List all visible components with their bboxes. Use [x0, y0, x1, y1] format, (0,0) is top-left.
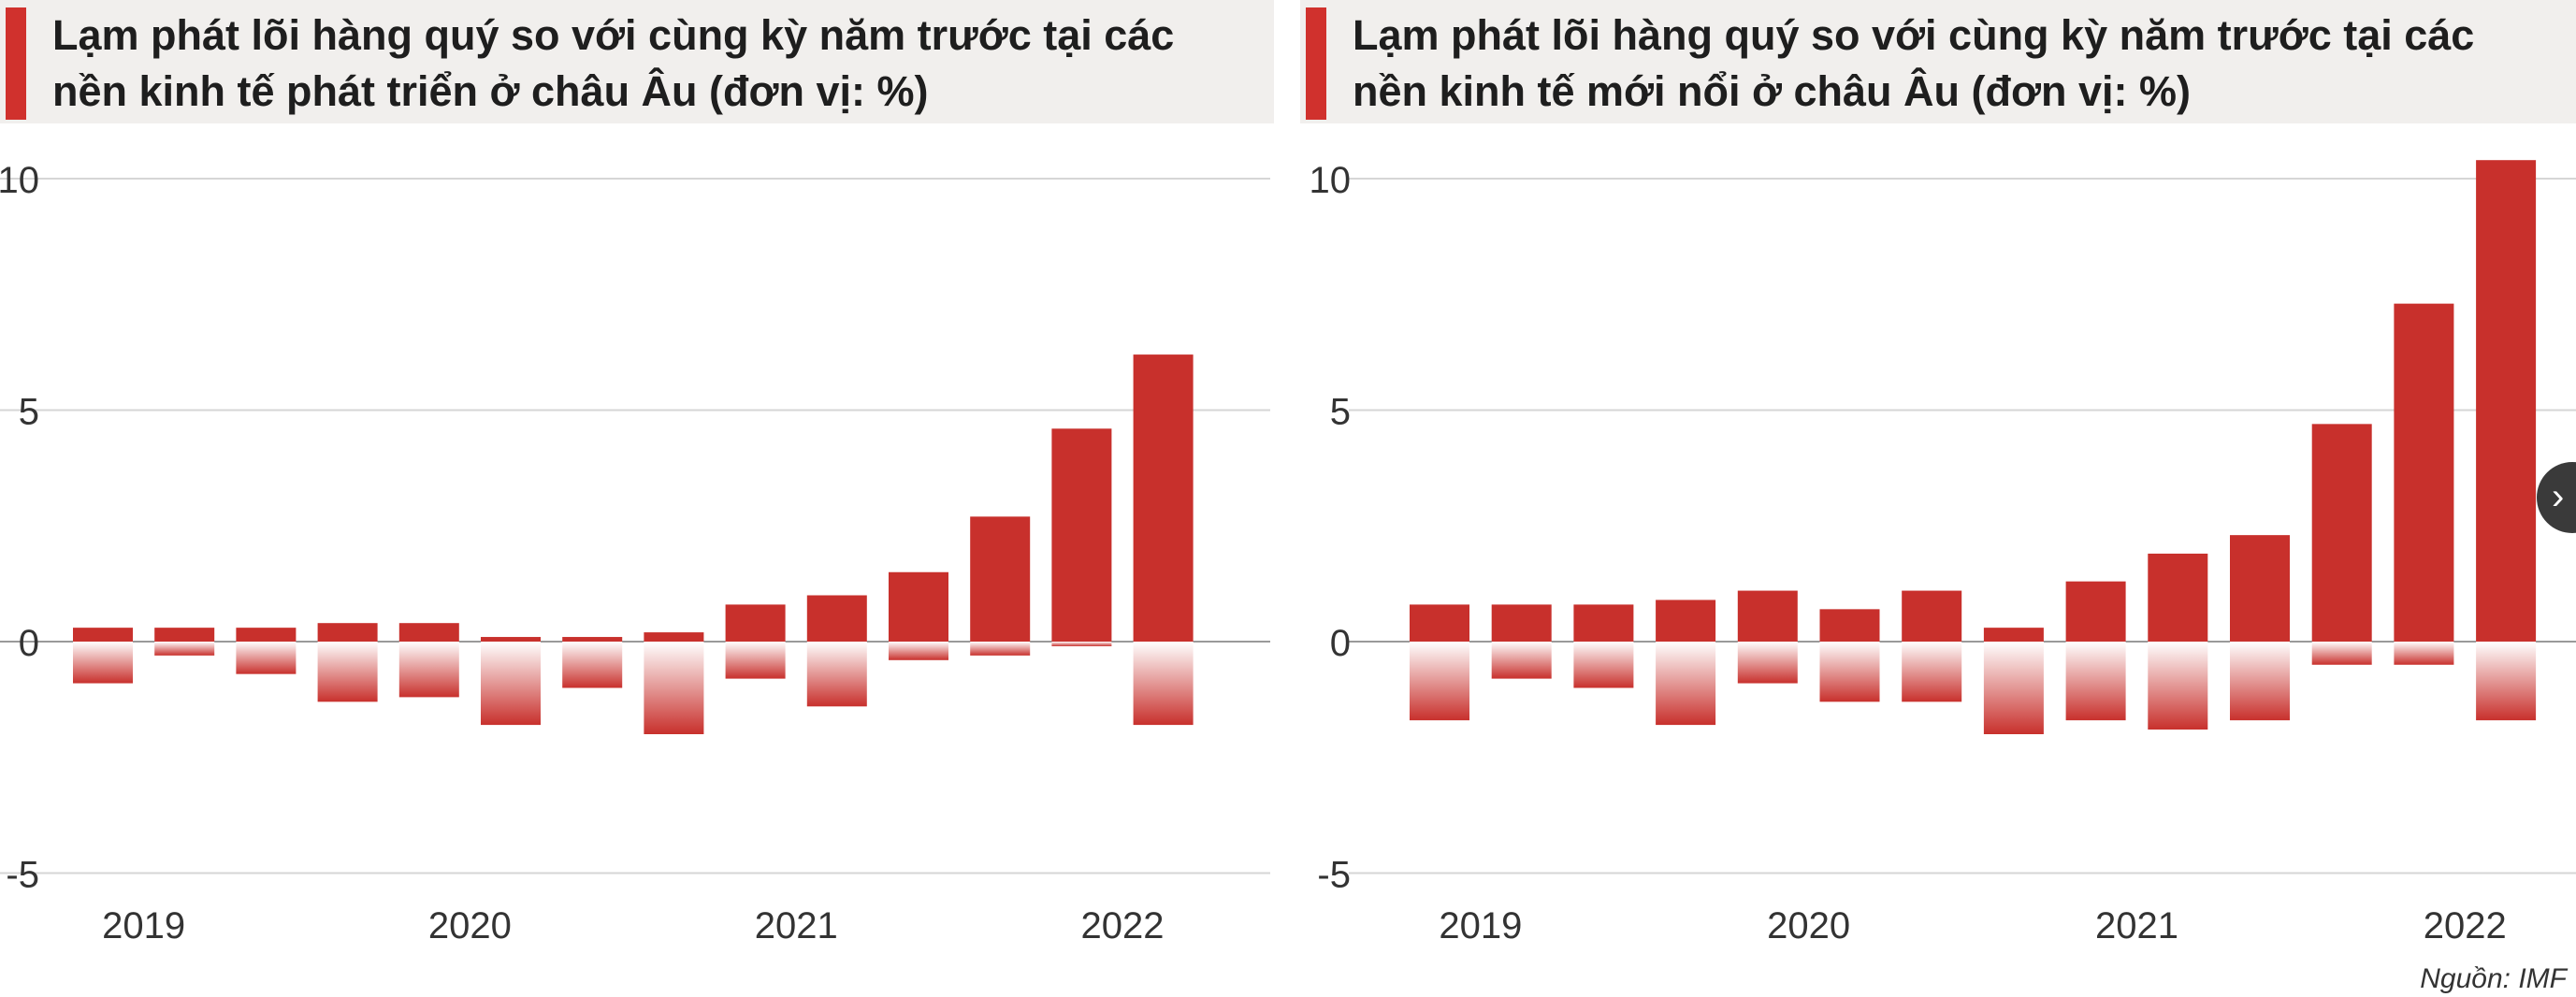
bar-negative — [644, 642, 704, 734]
bar-positive — [2311, 424, 2372, 642]
bar-negative — [317, 642, 378, 702]
chart-panel-developed: Lạm phát lõi hàng quý so với cùng kỳ năm… — [0, 0, 1281, 997]
bar-negative — [725, 642, 786, 679]
x-tick-label: 2021 — [2095, 905, 2178, 946]
bar-positive — [1133, 354, 1194, 642]
chart-panel-emerging: Lạm phát lõi hàng quý so với cùng kỳ năm… — [1300, 0, 2576, 997]
bar-negative — [2394, 642, 2454, 665]
x-tick-label: 2022 — [2424, 905, 2507, 946]
bar-chart-developed: -5 0 5 10 2019 2020 2021 2022 — [0, 160, 1270, 946]
bar-positive — [154, 628, 215, 642]
bar-negative — [1133, 642, 1194, 726]
chevron-right-icon: › — [2552, 476, 2565, 517]
bar-negative — [2476, 642, 2537, 721]
bar-positive — [317, 623, 378, 642]
bar-negative — [1656, 642, 1716, 726]
x-tick-label: 2022 — [1081, 905, 1165, 946]
bar-positive — [644, 632, 704, 642]
y-tick-label: 5 — [1330, 392, 1351, 433]
bar-negative — [398, 642, 459, 698]
bar-negative — [481, 642, 541, 726]
y-tick-label: -5 — [6, 855, 39, 896]
bar-negative — [1410, 642, 1469, 721]
bar-negative — [1491, 642, 1552, 679]
bar-positive — [1983, 628, 2044, 642]
bar-negative — [2311, 642, 2372, 665]
bar-negative — [2148, 642, 2208, 730]
x-tick-label: 2020 — [1767, 905, 1850, 946]
chart-title-box: Lạm phát lõi hàng quý so với cùng kỳ năm… — [0, 0, 1274, 123]
bar-negative — [2230, 642, 2290, 721]
bar-positive — [1819, 609, 1880, 642]
bar-positive — [562, 637, 623, 642]
title-accent-bar — [6, 7, 26, 120]
x-tick-label: 2019 — [1439, 905, 1522, 946]
bar-positive — [73, 628, 133, 642]
bar-negative — [154, 642, 215, 656]
bar-positive — [1656, 600, 1716, 642]
chart-title: Lạm phát lõi hàng quý so với cùng kỳ năm… — [1353, 11, 2475, 115]
chart-title-box: Lạm phát lõi hàng quý so với cùng kỳ năm… — [1300, 0, 2576, 123]
bar-positive — [481, 637, 541, 642]
bar-negative — [1819, 642, 1880, 702]
bar-positive — [889, 571, 948, 642]
bar-negative — [1573, 642, 1634, 688]
bar-negative — [2065, 642, 2126, 721]
y-tick-label: 0 — [19, 623, 39, 664]
bar-positive — [725, 604, 786, 642]
bar-positive — [2230, 535, 2290, 642]
x-tick-label: 2021 — [755, 905, 838, 946]
source-note: Nguồn: IMF — [2420, 963, 2567, 994]
bar-positive — [2065, 581, 2126, 642]
bar-negative — [806, 642, 867, 707]
bar-positive — [1051, 428, 1112, 642]
bar-negative — [562, 642, 623, 688]
x-tick-label: 2019 — [102, 905, 185, 946]
title-accent-bar — [1306, 7, 1326, 120]
bar-chart-emerging: -5 0 5 10 2019 2020 2021 2022 — [1310, 160, 2576, 946]
bar-negative — [73, 642, 133, 684]
y-tick-label: 5 — [19, 392, 39, 433]
bar-positive — [1573, 604, 1634, 642]
bar-positive — [1491, 604, 1552, 642]
y-tick-label: -5 — [1317, 855, 1351, 896]
chart-title: Lạm phát lõi hàng quý so với cùng kỳ năm… — [52, 11, 1175, 115]
bar-positive — [1737, 590, 1798, 642]
bar-positive — [1902, 590, 1962, 642]
bar-positive — [2476, 160, 2537, 642]
bar-negative — [1902, 642, 1962, 702]
bar-negative — [236, 642, 297, 674]
bar-positive — [2148, 553, 2208, 642]
bar-positive — [398, 623, 459, 642]
bar-negative — [889, 642, 948, 660]
bar-negative — [1737, 642, 1798, 684]
x-tick-label: 2020 — [428, 905, 512, 946]
bar-positive — [2394, 303, 2454, 642]
y-tick-label: 10 — [1310, 160, 1352, 201]
bar-positive — [1410, 604, 1469, 642]
bar-positive — [806, 595, 867, 642]
bar-negative — [970, 642, 1031, 656]
bar-positive — [236, 628, 297, 642]
bar-negative — [1051, 642, 1112, 646]
bar-negative — [1983, 642, 2044, 734]
bar-positive — [970, 516, 1031, 642]
y-tick-label: 10 — [0, 160, 39, 201]
y-tick-label: 0 — [1330, 623, 1351, 664]
